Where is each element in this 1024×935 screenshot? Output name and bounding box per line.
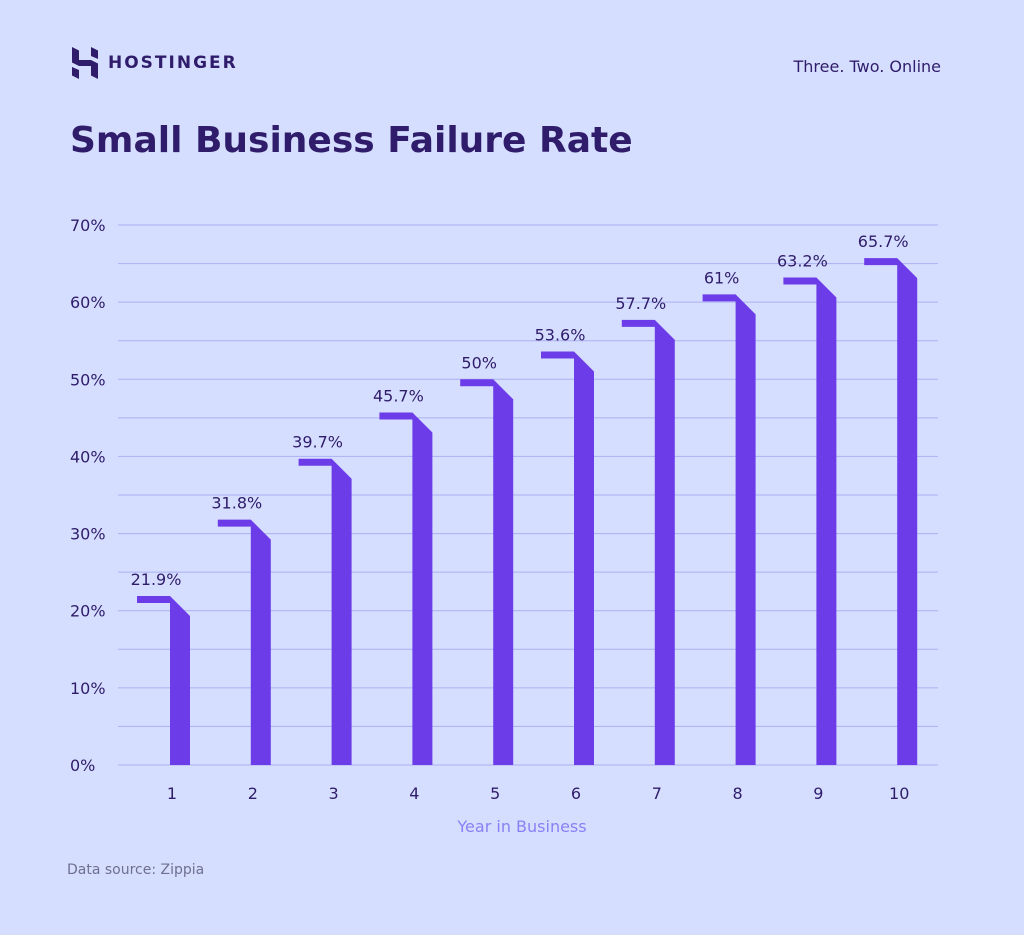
x-tick-label: 10 [889, 784, 909, 803]
y-tick-label: 0% [70, 756, 95, 775]
data-label: 61% [704, 268, 740, 287]
bar [460, 379, 514, 765]
data-label: 63.2% [777, 251, 828, 270]
data-label: 50% [461, 353, 497, 372]
y-tick-label: 40% [70, 447, 106, 466]
x-tick-label: 4 [409, 784, 419, 803]
bar [783, 277, 837, 765]
x-tick-label: 9 [813, 784, 823, 803]
bar [298, 458, 352, 765]
x-tick-label: 2 [248, 784, 258, 803]
y-tick-label: 20% [70, 602, 106, 621]
tagline: Three. Two. Online [793, 57, 942, 76]
x-tick-label: 7 [652, 784, 662, 803]
data-label: 53.6% [535, 326, 586, 345]
hostinger-logo: HOSTINGER [72, 47, 238, 79]
bar [621, 319, 675, 765]
bar [137, 596, 190, 765]
data-label: 21.9% [131, 570, 182, 589]
chart-title: Small Business Failure Rate [70, 120, 633, 161]
bar [864, 258, 918, 765]
bar [379, 412, 433, 765]
y-tick-label: 60% [70, 293, 106, 312]
bar [541, 351, 594, 765]
bar [702, 294, 756, 765]
x-tick-label: 8 [733, 784, 743, 803]
x-axis-label: Year in Business [456, 817, 586, 836]
x-tick-label: 1 [167, 784, 177, 803]
data-label: 45.7% [373, 386, 424, 405]
data-label: 31.8% [211, 494, 262, 513]
bar [217, 519, 271, 765]
x-tick-label: 6 [571, 784, 581, 803]
x-tick-label: 5 [490, 784, 500, 803]
brand-name: HOSTINGER [108, 53, 238, 73]
data-label: 65.7% [858, 232, 909, 251]
data-label: 39.7% [292, 433, 343, 452]
y-tick-label: 30% [70, 525, 106, 544]
y-tick-label: 50% [70, 370, 106, 389]
data-label: 57.7% [615, 294, 666, 313]
y-tick-label: 10% [70, 679, 106, 698]
y-tick-label: 70% [70, 216, 106, 235]
hostinger-h-icon [72, 47, 98, 79]
data-source: Data source: Zippia [67, 862, 205, 878]
x-tick-label: 3 [329, 784, 339, 803]
